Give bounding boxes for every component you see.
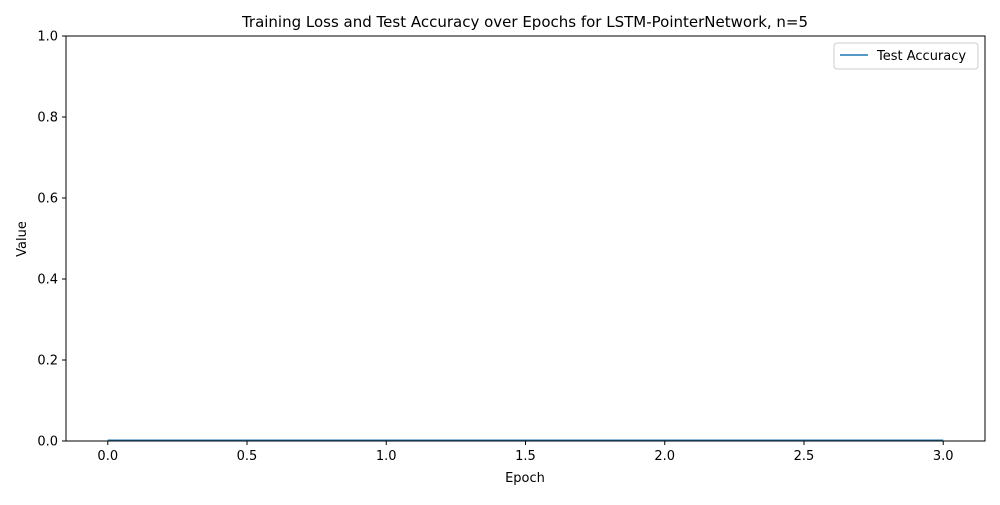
y-tick-label: 0.8 bbox=[37, 111, 58, 126]
y-tick-label: 0.2 bbox=[37, 354, 58, 369]
legend: Test Accuracy bbox=[833, 42, 979, 70]
y-tick-label: 0.4 bbox=[37, 273, 58, 288]
y-tick-label: 0.0 bbox=[37, 435, 58, 450]
x-tick-label: 2.0 bbox=[654, 449, 675, 464]
y-tick-label: 0.6 bbox=[37, 192, 58, 207]
y-tick-label: 1.0 bbox=[37, 30, 58, 45]
x-axis-ticks: 0.0 0.5 1.0 1.5 2.0 2.5 3.0 bbox=[97, 441, 954, 464]
x-axis-label: Epoch bbox=[505, 471, 545, 486]
legend-label-test-accuracy: Test Accuracy bbox=[876, 49, 966, 64]
y-axis-ticks: 0.0 0.2 0.4 0.6 0.8 1.0 bbox=[37, 30, 66, 450]
x-tick-label: 2.5 bbox=[794, 449, 815, 464]
x-tick-label: 0.0 bbox=[97, 449, 118, 464]
y-axis-label: Value bbox=[15, 221, 30, 257]
chart-title: Training Loss and Test Accuracy over Epo… bbox=[241, 13, 808, 31]
x-tick-label: 1.0 bbox=[376, 449, 397, 464]
x-tick-label: 0.5 bbox=[237, 449, 258, 464]
plot-area-frame bbox=[65, 35, 986, 442]
x-tick-label: 1.5 bbox=[515, 449, 536, 464]
legend-box bbox=[833, 42, 979, 70]
x-tick-label: 3.0 bbox=[933, 449, 954, 464]
